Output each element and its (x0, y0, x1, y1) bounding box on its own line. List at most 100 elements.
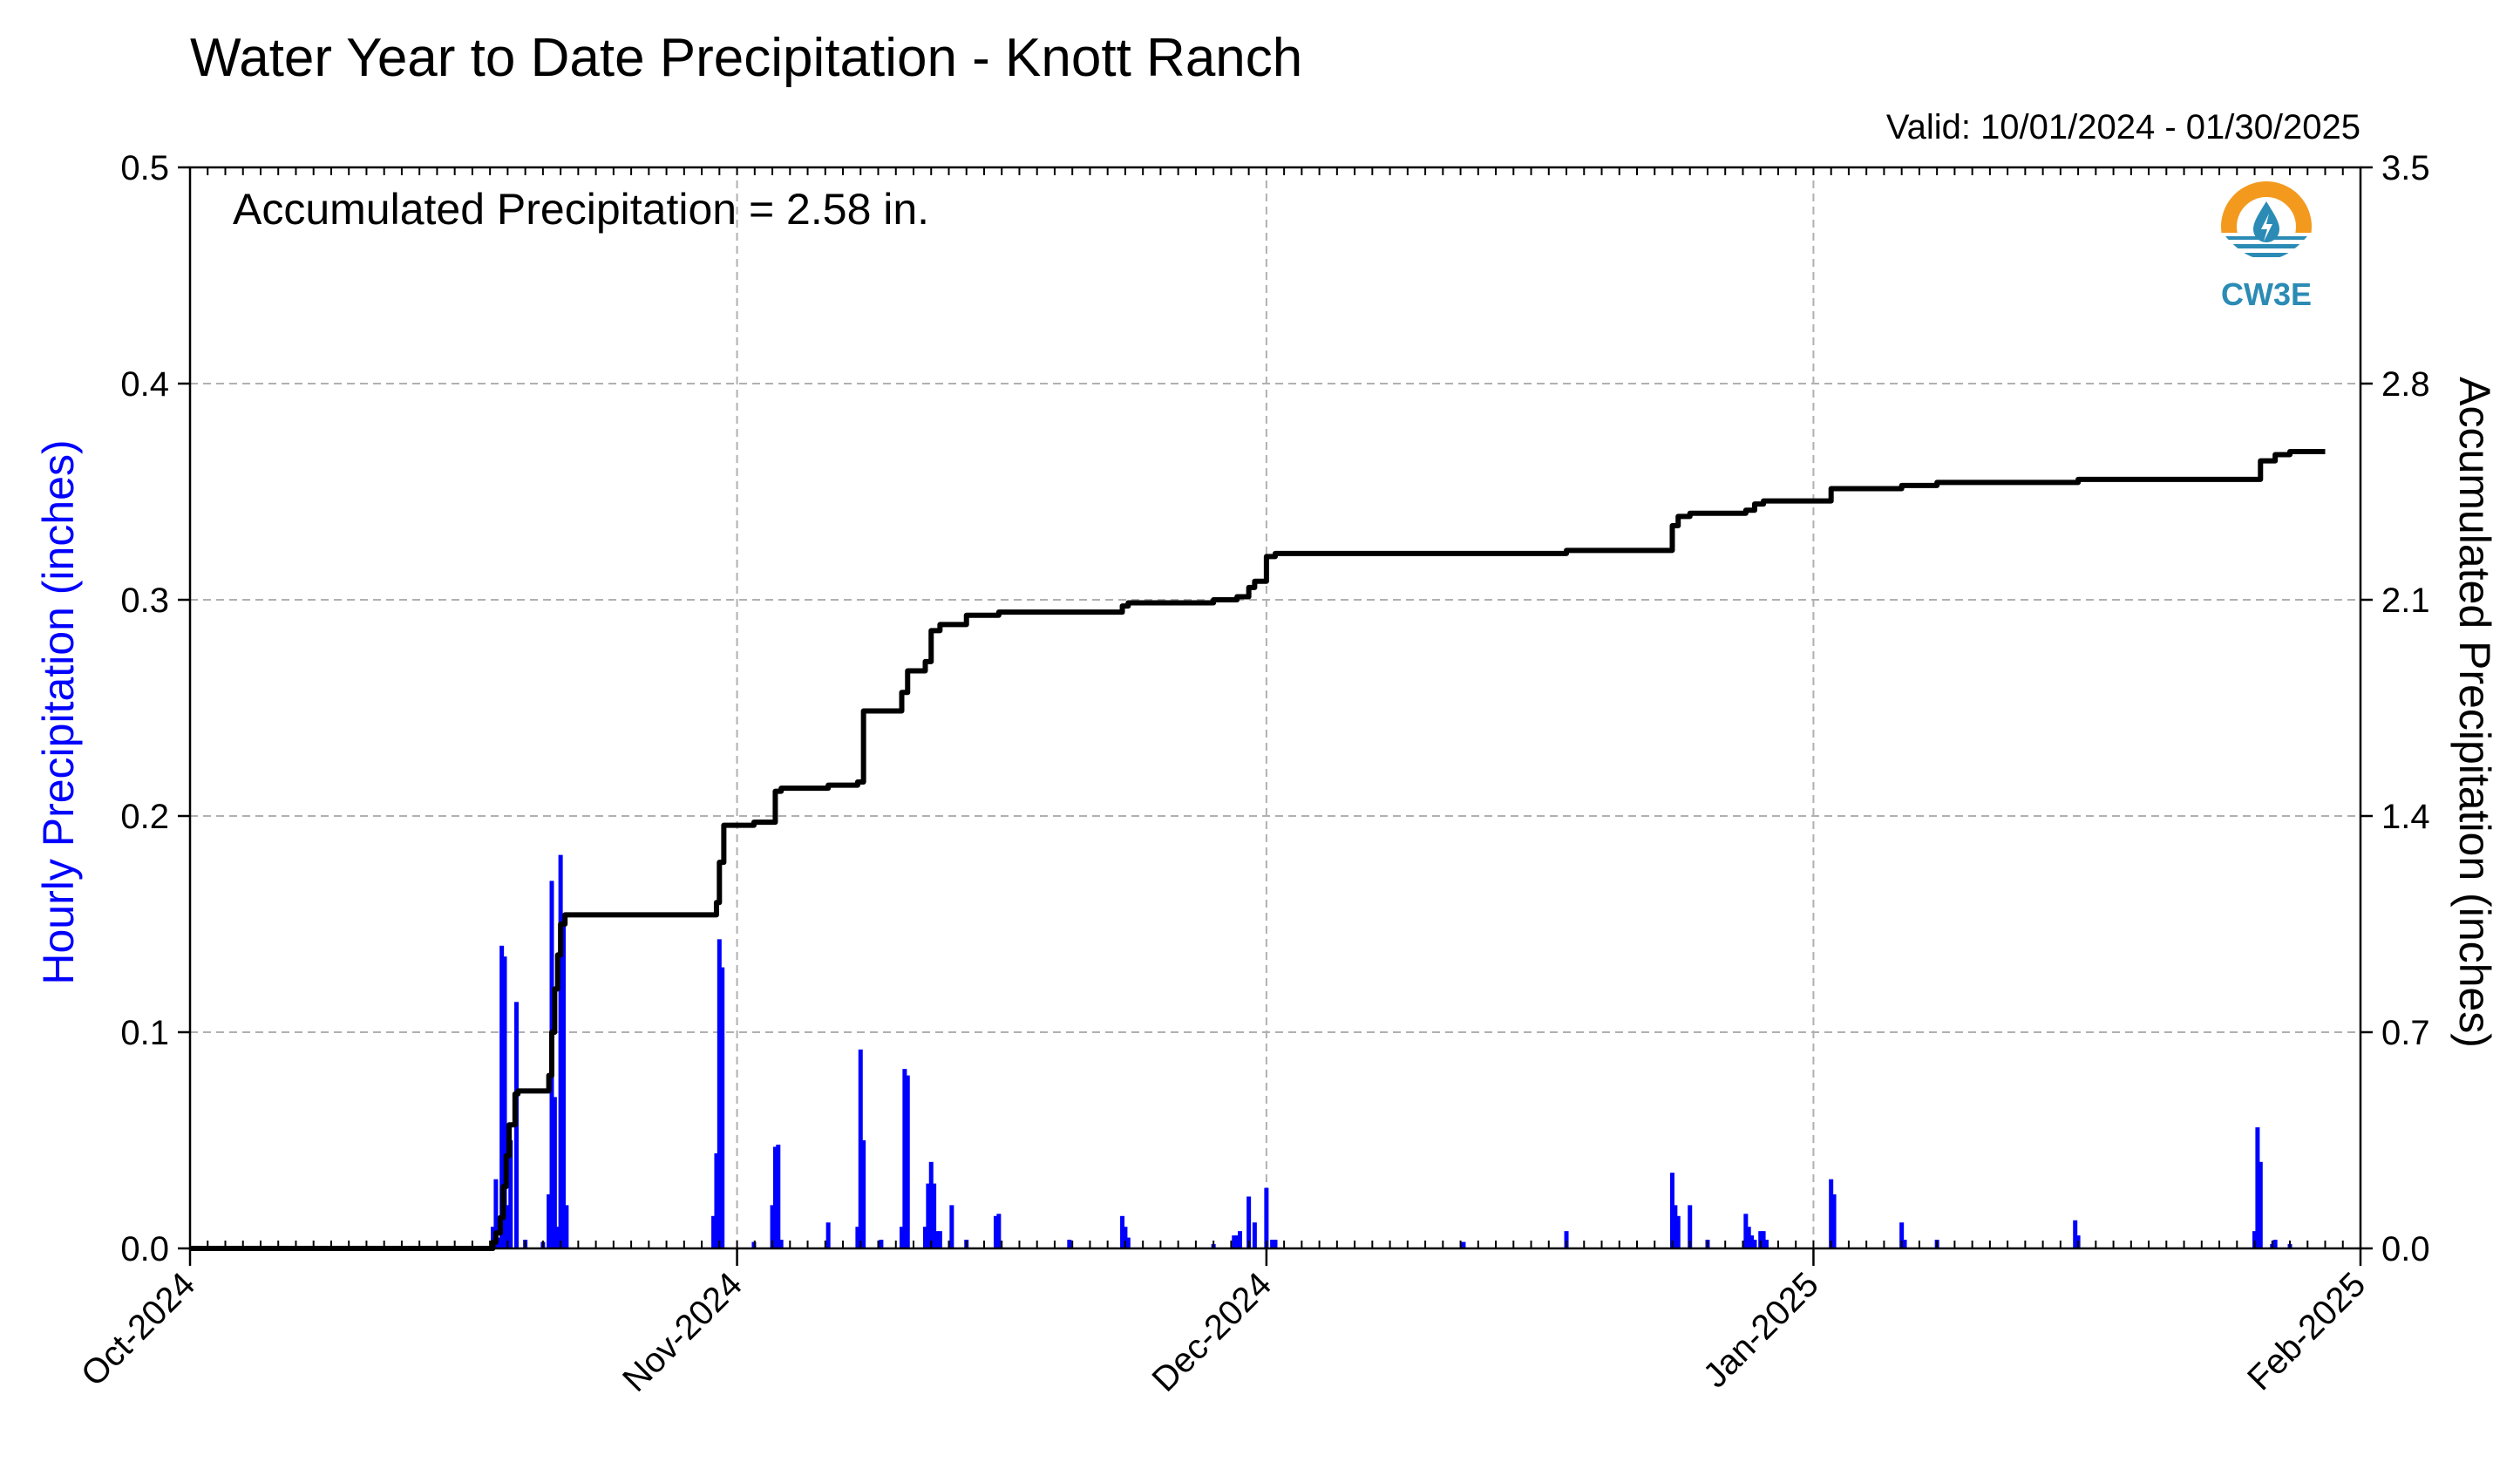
right-y-tick-label: 0.7 (2381, 1014, 2430, 1052)
hourly-bar (552, 1097, 557, 1248)
hourly-bar (547, 1194, 552, 1248)
hourly-bar (932, 1183, 937, 1248)
left-y-tick-label: 0.2 (120, 798, 169, 836)
grid-lines (190, 167, 2360, 1248)
cw3e-logo-icon (2218, 181, 2314, 275)
hourly-bar (2073, 1220, 2078, 1248)
hourly-bar (776, 1144, 781, 1248)
cw3e-logo-text: CW3E (2220, 276, 2312, 312)
hourly-bar (2258, 1161, 2263, 1248)
hourly-bar (1758, 1231, 1763, 1248)
hourly-bar (1829, 1179, 1834, 1248)
hourly-bar (1743, 1214, 1749, 1248)
hourly-bar (879, 1240, 884, 1248)
hourly-bar (1234, 1235, 1240, 1248)
chart-title: Water Year to Date Precipitation - Knott… (190, 28, 1302, 88)
right-y-tick-label: 1.4 (2381, 798, 2430, 836)
hourly-bar (926, 1183, 931, 1248)
hourly-bar (505, 1205, 510, 1248)
hourly-bar (508, 1140, 513, 1248)
hourly-bar (1673, 1205, 1678, 1248)
tick-labels: 0.0 0.1 0.2 0.3 0.4 0.5 0.0 0.7 1.4 2.1 2.8 3.5 Oct-… (74, 149, 2430, 1399)
hourly-bar (1763, 1240, 1769, 1248)
hourly-bar (1752, 1240, 1757, 1248)
cw3e-logo: CW3E (2218, 179, 2314, 318)
hourly-bar (499, 945, 505, 1248)
accumulated-line-path (190, 448, 2326, 1251)
left-y-tick-label: 0.5 (120, 149, 169, 187)
hourly-bar (1675, 1215, 1681, 1248)
hourly-bar (861, 1140, 866, 1248)
left-y-tick-label: 0.1 (120, 1014, 169, 1052)
x-tick-label: Dec-2024 (1145, 1265, 1279, 1399)
hourly-bar (1232, 1235, 1237, 1248)
hourly-bar (1125, 1237, 1131, 1248)
hourly-bar (717, 939, 722, 1248)
hourly-bar (855, 1227, 860, 1248)
hourly-bar (1252, 1222, 1257, 1248)
left-axis-label: Hourly Precipitation (inches) (34, 439, 83, 984)
hourly-bar (555, 1227, 560, 1248)
hourly-bar (1564, 1231, 1569, 1248)
hourly-bar (902, 1069, 907, 1248)
hourly-bar (2252, 1231, 2258, 1248)
left-y-tick-label: 0.0 (120, 1230, 169, 1268)
hourly-bar (1238, 1231, 1243, 1248)
hourly-bar (1264, 1187, 1269, 1248)
accumulated-precipitation-line (190, 448, 2326, 1251)
left-y-tick-label: 0.4 (120, 365, 169, 404)
hourly-bar (1761, 1231, 1766, 1248)
right-y-tick-label: 3.5 (2381, 149, 2430, 187)
hourly-bar (491, 1227, 496, 1248)
hourly-bar (1902, 1240, 1907, 1248)
right-y-tick-label: 2.8 (2381, 365, 2430, 404)
hourly-bar (711, 1215, 717, 1248)
left-y-tick-label: 0.3 (120, 581, 169, 620)
hourly-bar (1461, 1241, 1466, 1248)
hourly-bar (1688, 1205, 1693, 1248)
hourly-precipitation-bars (491, 854, 2292, 1248)
x-tick-label: Feb-2025 (2240, 1265, 2373, 1397)
hourly-bar (2255, 1127, 2260, 1248)
x-tick-label: Oct-2024 (74, 1265, 202, 1393)
hourly-bar (496, 1237, 501, 1248)
hourly-bar (937, 1231, 942, 1248)
plot-frame (188, 166, 2362, 1250)
hourly-bar (564, 1205, 569, 1248)
hourly-bar (1270, 1240, 1275, 1248)
hourly-bar (825, 1222, 831, 1248)
hourly-bar (993, 1215, 998, 1248)
hourly-bar (928, 1161, 934, 1248)
hourly-bar (714, 1153, 719, 1248)
hourly-bar (720, 967, 725, 1248)
axis-ticks (178, 166, 2373, 1266)
hourly-bar (1669, 1173, 1674, 1248)
hourly-bar (1273, 1240, 1278, 1248)
hourly-bar (1246, 1196, 1252, 1248)
hourly-bar (558, 854, 563, 1248)
hourly-bar (493, 1179, 499, 1248)
hourly-bar (1120, 1215, 1125, 1248)
hourly-bar (949, 1205, 954, 1248)
hourly-bar (1123, 1227, 1128, 1248)
hourly-bar (858, 1049, 863, 1248)
right-y-tick-label: 0.0 (2381, 1230, 2430, 1268)
hourly-bar (1067, 1240, 1072, 1248)
hourly-bar (1749, 1235, 1755, 1248)
x-tick-label: Jan-2025 (1696, 1265, 1826, 1395)
hourly-bar (502, 956, 507, 1248)
hourly-bar (770, 1205, 775, 1248)
right-y-tick-label: 2.1 (2381, 581, 2430, 620)
x-tick-label: Nov-2024 (615, 1265, 750, 1399)
hourly-bar (560, 913, 566, 1248)
hourly-bar (2272, 1240, 2278, 1248)
hourly-bar (900, 1227, 905, 1248)
accumulated-total-annotation: Accumulated Precipitation = 2.58 in. (233, 185, 929, 234)
valid-date-range: Valid: 10/01/2024 - 01/30/2025 (1886, 108, 2360, 146)
hourly-bar (1746, 1227, 1751, 1248)
hourly-bar (1831, 1194, 1837, 1248)
right-axis-label: Accumulated Precipitation (inches) (2450, 377, 2499, 1048)
hourly-bar (772, 1146, 778, 1248)
hourly-bar (934, 1231, 940, 1248)
